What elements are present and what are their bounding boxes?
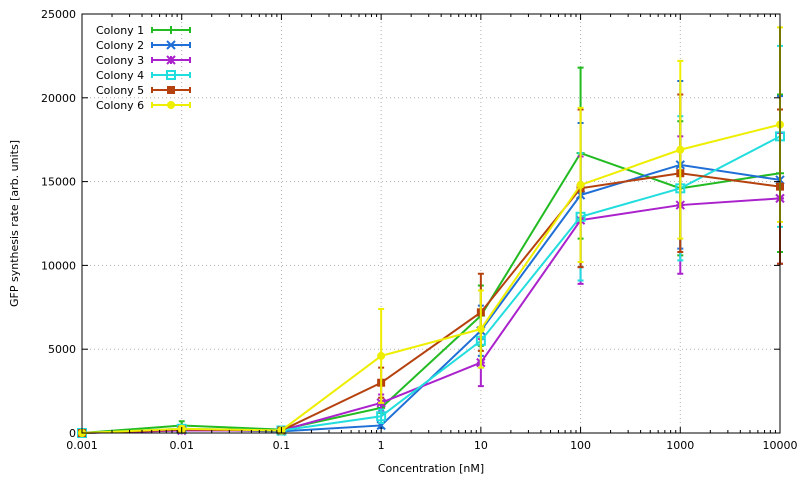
marker-shape bbox=[476, 325, 485, 334]
x-tick-label: 10 bbox=[474, 439, 488, 452]
marker-shape bbox=[676, 145, 685, 154]
legend-bar-caps bbox=[151, 42, 191, 48]
y-tick-label: 20000 bbox=[41, 92, 76, 105]
legend-label: Colony 6 bbox=[96, 99, 144, 112]
legend-item: Colony 4 bbox=[96, 69, 191, 82]
y-tick-label: 0 bbox=[69, 427, 76, 440]
data-point-marker bbox=[476, 325, 485, 334]
x-tick-label: 0.001 bbox=[66, 439, 98, 452]
marker-stroke bbox=[166, 55, 176, 65]
data-point-marker bbox=[676, 145, 685, 154]
legend-item: Colony 5 bbox=[96, 84, 191, 97]
legend-label: Colony 2 bbox=[96, 39, 144, 52]
legend-item: Colony 3 bbox=[96, 54, 191, 67]
legend: Colony 1 Colony 2 Colony 3 Colony 4 Colony 5… bbox=[96, 24, 191, 112]
legend-label: Colony 4 bbox=[96, 69, 144, 82]
y-tick-label: 10000 bbox=[41, 259, 76, 272]
data-point-marker bbox=[166, 40, 176, 50]
marker-stroke bbox=[166, 40, 176, 50]
legend-item: Colony 6 bbox=[96, 99, 191, 112]
data-point-marker bbox=[167, 86, 175, 94]
data-point-marker bbox=[576, 180, 585, 189]
legend-bar-caps bbox=[151, 57, 191, 63]
marker-shape bbox=[377, 351, 386, 360]
legend-label: Colony 5 bbox=[96, 84, 144, 97]
marker-shape bbox=[576, 180, 585, 189]
legend-bar-caps bbox=[151, 72, 191, 78]
x-axis-label: Concentration [nM] bbox=[378, 462, 484, 475]
legend-bar-caps bbox=[151, 102, 191, 108]
x-tick-label: 100 bbox=[570, 439, 591, 452]
y-tick-label: 5000 bbox=[48, 343, 76, 356]
legend-bar-caps bbox=[151, 27, 191, 33]
data-point-marker bbox=[166, 70, 176, 80]
marker-shape bbox=[167, 86, 175, 94]
x-tick-label: 1000 bbox=[666, 439, 694, 452]
tick-labels: 0.001 0.01 0.1 1 10 100 1000 10000 0 5000 10000 150… bbox=[41, 8, 798, 452]
marker-stroke bbox=[167, 26, 175, 34]
x-tick-label: 0.1 bbox=[273, 439, 291, 452]
legend-label: Colony 1 bbox=[96, 24, 144, 37]
x-tick-label: 0.01 bbox=[169, 439, 194, 452]
data-point-marker bbox=[376, 411, 387, 422]
series-line bbox=[81, 123, 781, 434]
marker-shape bbox=[167, 101, 175, 109]
data-point-marker bbox=[166, 55, 176, 65]
series-line bbox=[81, 151, 781, 434]
marker-shape bbox=[376, 411, 387, 422]
grid bbox=[82, 14, 780, 433]
legend-item: Colony 2 bbox=[96, 39, 191, 52]
plot-frame bbox=[81, 13, 781, 434]
legend-item: Colony 1 bbox=[96, 24, 191, 37]
y-tick-label: 15000 bbox=[41, 176, 76, 189]
legend-label: Colony 3 bbox=[96, 54, 144, 67]
data-point-marker bbox=[167, 26, 175, 34]
marker-shape bbox=[166, 70, 176, 80]
y-tick-label: 25000 bbox=[41, 8, 76, 21]
x-tick-label: 10000 bbox=[763, 439, 798, 452]
data-point-marker bbox=[377, 351, 386, 360]
ticks bbox=[81, 13, 781, 434]
x-tick-label: 1 bbox=[378, 439, 385, 452]
y-axis-label: GFP synthesis rate [arb. units] bbox=[8, 140, 21, 307]
legend-bar-caps bbox=[151, 87, 191, 93]
data-point-marker bbox=[167, 101, 175, 109]
